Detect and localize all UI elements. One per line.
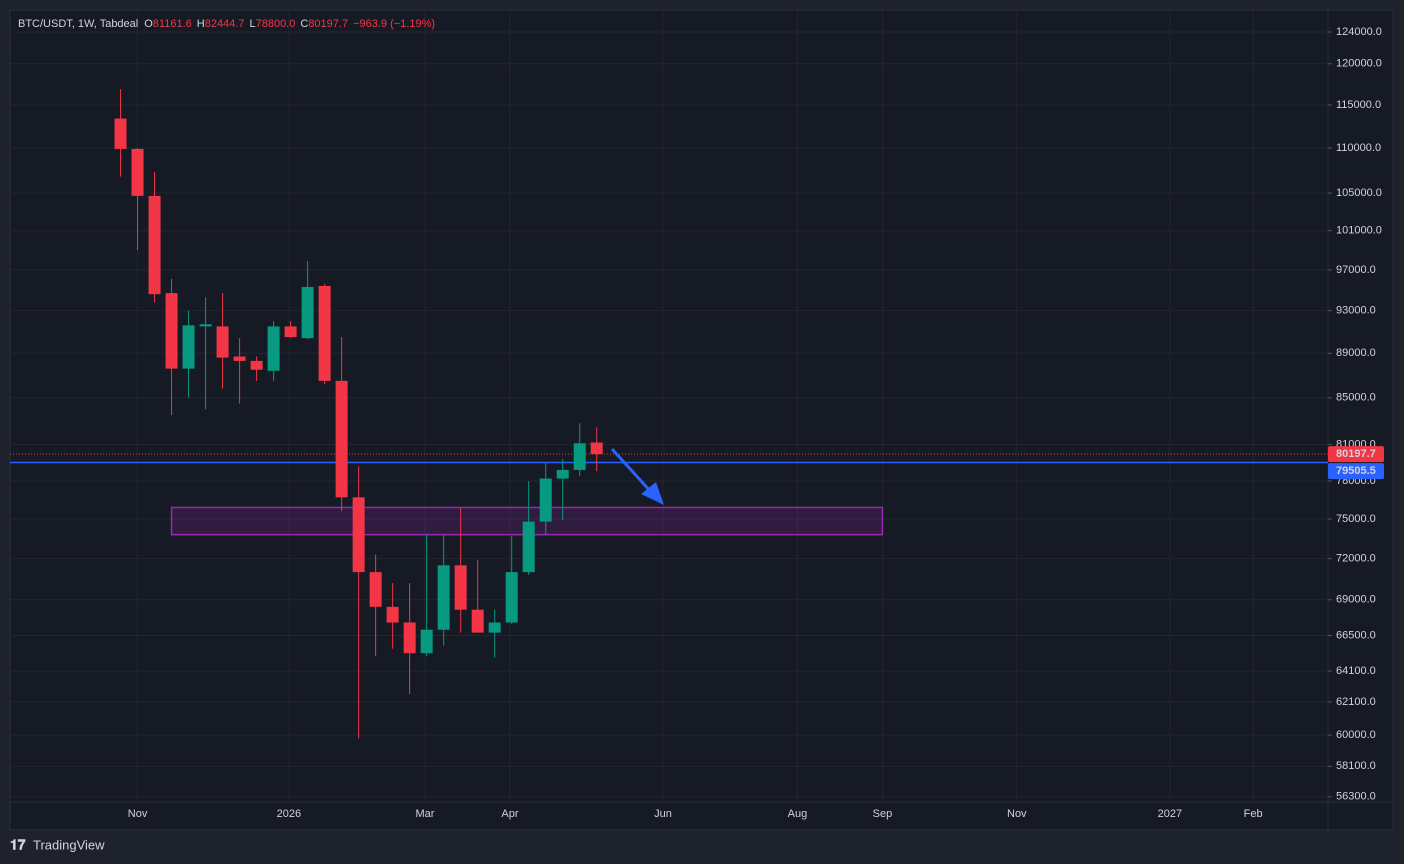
y-tick-label: 60000.0	[1336, 729, 1376, 741]
x-tick-label: Feb	[1244, 808, 1263, 820]
ohlc-value: 78800.0	[256, 18, 296, 30]
candle-body	[335, 380, 348, 498]
candle-body	[590, 442, 603, 455]
candle-body	[556, 469, 569, 479]
candle-body	[318, 285, 331, 381]
candle-body	[420, 629, 433, 654]
y-tick-label: 93000.0	[1336, 305, 1376, 317]
candle-body	[488, 622, 501, 633]
candle-body	[250, 360, 263, 370]
candle-body	[522, 521, 535, 573]
price-label: 79505.5	[1336, 465, 1376, 477]
y-tick-label: 110000.0	[1336, 142, 1381, 154]
symbol-title: BTC/USDT, 1W, Tabdeal	[18, 18, 138, 30]
candle-body	[182, 325, 195, 369]
x-tick-label: Jun	[654, 808, 672, 820]
y-tick-label: 69000.0	[1336, 594, 1376, 606]
ohlc-key: L	[249, 18, 255, 30]
candle-body	[114, 118, 127, 149]
ohlc-value: 81161.6	[153, 18, 192, 30]
arrow	[610, 447, 664, 505]
ohlc-value: 80197.7	[308, 18, 348, 30]
y-tick-label: 120000.0	[1336, 58, 1382, 70]
candle-body	[301, 287, 314, 339]
chart-panel	[9, 9, 1394, 831]
candle-body	[369, 572, 382, 607]
candle-body	[165, 293, 178, 369]
x-tick-label: 2026	[277, 808, 301, 820]
candle-body	[539, 478, 552, 522]
y-tick-label: 124000.0	[1336, 26, 1382, 38]
y-tick-label: 101000.0	[1336, 225, 1382, 237]
axes: 124000.0 120000.0 115000.0 110000.0 105000.0…	[128, 26, 1384, 820]
candle-body	[216, 326, 229, 358]
x-tick-label: Apr	[501, 808, 518, 820]
arrow-shaft	[610, 447, 654, 495]
candle-body	[233, 356, 246, 361]
candle-body	[267, 326, 280, 371]
candle-body	[505, 572, 518, 623]
legend-header: BTC/USDT, 1W, Tabdeal O81161.6 H82444.7 L78…	[18, 18, 435, 30]
plot	[10, 89, 1328, 739]
candle-body	[284, 326, 297, 338]
x-tick-label: Aug	[788, 808, 808, 820]
price-label: 80197.7	[1336, 448, 1376, 460]
candle-body	[454, 565, 467, 610]
candle-body	[403, 622, 416, 654]
y-tick-label: 66500.0	[1336, 629, 1376, 641]
candle-body	[573, 443, 586, 470]
y-tick-label: 85000.0	[1336, 392, 1376, 404]
y-tick-label: 105000.0	[1336, 187, 1382, 199]
brand: 𝟏𝟕 TradingView	[10, 837, 105, 853]
candle-body	[131, 148, 144, 196]
ohlc-key: O	[144, 18, 153, 30]
ohlc-key: H	[197, 18, 205, 30]
y-tick-label: 75000.0	[1336, 513, 1376, 525]
y-tick-label: 72000.0	[1336, 552, 1376, 564]
change: −963.9 (−1.19%)	[353, 18, 435, 30]
y-tick-label: 58100.0	[1336, 760, 1376, 772]
grid	[10, 10, 1328, 802]
price-label-box	[1328, 463, 1384, 480]
ohlc-key: C	[300, 18, 308, 30]
y-tick-label: 115000.0	[1336, 99, 1381, 111]
brand-logo: 𝟏𝟕	[10, 837, 26, 853]
candle-body	[471, 609, 484, 633]
y-tick-label: 64100.0	[1336, 665, 1376, 677]
x-tick-label: Sep	[873, 808, 893, 820]
price-label-box	[1328, 446, 1384, 463]
x-tick-label: Nov	[128, 808, 148, 820]
candle-body	[352, 497, 365, 573]
y-tick-label: 56300.0	[1336, 791, 1376, 803]
candle-body	[148, 195, 161, 295]
candle-body	[386, 606, 399, 623]
candle-body	[437, 565, 450, 630]
candle-body	[199, 324, 212, 327]
y-tick-label: 62100.0	[1336, 696, 1376, 708]
arrow-head	[641, 482, 664, 505]
x-tick-label: Nov	[1007, 808, 1027, 820]
x-tick-label: Mar	[415, 808, 434, 820]
y-tick-label: 97000.0	[1336, 264, 1376, 276]
y-tick-label: 89000.0	[1336, 347, 1376, 359]
ohlc-value: 82444.7	[205, 18, 245, 30]
x-tick-label: 2027	[1158, 808, 1182, 820]
brand-name: TradingView	[33, 837, 105, 852]
